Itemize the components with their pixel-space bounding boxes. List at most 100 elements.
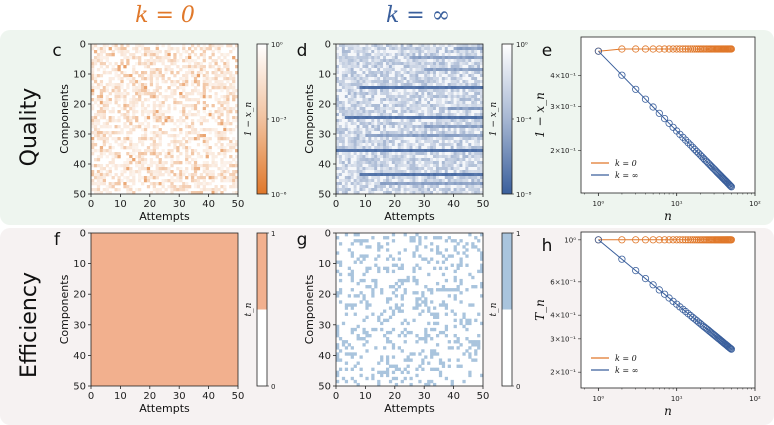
heatmap-cell <box>214 47 218 51</box>
heatmap-cell <box>394 56 399 60</box>
heatmap-cell <box>438 149 443 153</box>
heatmap-cell <box>465 104 469 108</box>
heatmap-cell <box>391 113 396 117</box>
heatmap-cell <box>456 89 460 93</box>
heatmap-cell <box>359 149 363 153</box>
data-point <box>594 47 603 55</box>
heatmap-cell <box>400 167 404 171</box>
heatmap-cell <box>371 149 375 153</box>
heatmap-cell <box>377 170 381 174</box>
heatmap-cell <box>211 65 215 69</box>
heatmap-cell <box>143 158 148 162</box>
heatmap-cell <box>447 113 451 117</box>
heatmap-cell <box>377 128 381 132</box>
heatmap-cell <box>394 146 399 150</box>
heatmap-cell <box>480 143 484 147</box>
heatmap-cell <box>126 164 130 168</box>
heatmap-cell <box>450 47 454 51</box>
heatmap-cell <box>374 47 378 51</box>
data-point <box>704 159 712 167</box>
heatmap-cell <box>480 373 484 378</box>
heatmap-cell <box>474 74 478 78</box>
heatmap-cell <box>350 71 354 75</box>
heatmap-cell <box>91 77 95 81</box>
heatmap-cell <box>383 370 387 375</box>
heatmap-cell <box>477 239 481 243</box>
heatmap-cell <box>350 59 354 63</box>
heatmap-cell <box>214 86 218 90</box>
heatmap-cell <box>459 71 463 75</box>
heatmap-cell <box>385 122 390 126</box>
heatmap-cell <box>211 191 215 195</box>
heatmap-cell <box>362 107 366 111</box>
heatmap-cell <box>179 161 183 165</box>
heatmap-cell <box>456 191 460 195</box>
heatmap-cell <box>435 47 440 51</box>
heatmap-cell <box>456 83 460 87</box>
heatmap-cell <box>468 68 472 72</box>
heatmap-cell <box>185 146 189 150</box>
heatmap-cell <box>149 143 154 147</box>
heatmap-cell <box>117 77 121 81</box>
heatmap-cell <box>459 68 463 72</box>
heatmap-cell <box>347 62 351 66</box>
heatmap-cell <box>394 155 399 159</box>
data-point <box>632 236 640 244</box>
heatmap-cell <box>450 62 454 66</box>
heatmap-cell <box>152 137 156 141</box>
heatmap-cell <box>232 170 236 174</box>
heatmap-cell <box>421 140 425 144</box>
heatmap-cell <box>229 146 233 150</box>
heatmap-cell <box>338 242 343 246</box>
heatmap-cell <box>427 188 431 192</box>
heatmap-cell <box>406 152 410 156</box>
heatmap-cell <box>102 173 106 177</box>
heatmap-cell <box>433 149 437 153</box>
heatmap-cell <box>190 92 195 96</box>
heatmap-cell <box>143 131 148 135</box>
heatmap-cell <box>117 125 121 129</box>
heatmap-cell <box>117 92 121 96</box>
data-point <box>641 274 650 283</box>
heatmap-cell <box>368 47 372 51</box>
heatmap-cell <box>412 131 416 135</box>
heatmap-cell <box>438 179 443 183</box>
heatmap-cell <box>430 101 434 105</box>
heatmap-cell <box>435 312 440 316</box>
heatmap-cell <box>453 179 457 183</box>
heatmap-cell <box>158 134 162 138</box>
heatmap-cell <box>427 53 431 57</box>
heatmap-cells <box>336 44 484 195</box>
heatmap-cell <box>129 179 133 183</box>
heatmap-cell <box>412 134 416 138</box>
heatmap-cell <box>341 143 346 147</box>
heatmap-cell <box>480 53 484 57</box>
heatmap-cell <box>356 65 360 69</box>
heatmap-cell <box>140 89 145 93</box>
heatmap-cell <box>427 83 431 87</box>
heatmap-cell <box>441 95 446 99</box>
heatmap-cell <box>226 95 230 99</box>
heatmap-cell <box>126 125 130 129</box>
heatmap-cell <box>468 80 472 84</box>
heatmap-cell <box>456 173 460 177</box>
heatmap-cell <box>338 50 343 54</box>
heatmap-cell <box>338 349 343 353</box>
heatmap-cell <box>93 80 98 84</box>
heatmap-cell <box>409 182 413 186</box>
heatmap-cell <box>359 173 363 177</box>
heatmap-cell <box>341 44 346 48</box>
heatmap-cell <box>383 185 387 189</box>
heatmap-cell <box>444 77 449 81</box>
heatmap-cell <box>388 149 393 153</box>
heatmap-cell <box>152 125 156 129</box>
heatmap-cell <box>447 236 451 240</box>
heatmap-cell <box>114 95 118 99</box>
heatmap-cell <box>412 275 416 280</box>
heatmap-cell <box>438 251 443 255</box>
heatmap-cell <box>362 134 366 138</box>
heatmap-cell <box>114 125 118 129</box>
heatmap-cell <box>438 158 443 162</box>
heatmap-cell <box>217 167 221 171</box>
heatmap-cell <box>123 164 127 168</box>
